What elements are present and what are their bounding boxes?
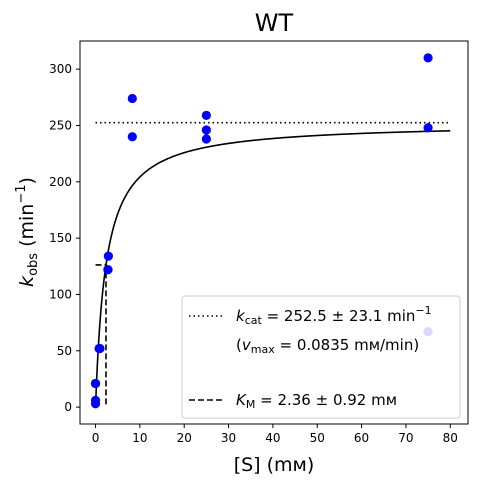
data-point	[423, 123, 433, 133]
chart-title: WT	[255, 9, 294, 37]
data-point	[90, 395, 101, 405]
plot-lines	[94, 121, 451, 408]
plot-points	[90, 53, 433, 409]
legend-entry-km: KM = 2.36 ± 0.92 mм	[236, 391, 397, 411]
x-tick-label: 70	[398, 431, 413, 445]
y-axis-label: kobs (min−1)	[14, 177, 41, 287]
x-tick-label: 40	[265, 431, 280, 445]
y-tick-label: 50	[57, 344, 72, 358]
y-tick-label: 150	[49, 231, 72, 245]
y-label-unit: (min	[16, 204, 38, 247]
data-point	[201, 134, 211, 144]
svg-text:[S] (mм): [S] (mм)	[234, 454, 315, 476]
legend-km-k: K	[236, 391, 247, 409]
x-tick-label: 20	[177, 431, 192, 445]
legend-vmax-sub: max	[251, 343, 275, 356]
svg-text:kobs (min−1): kobs (min−1)	[14, 177, 41, 287]
x-axis-label: [S] (mм)	[234, 454, 315, 476]
legend-km-text: = 2.36 ± 0.92 mм	[255, 391, 397, 409]
legend-kcat-sup: −1	[415, 304, 431, 317]
axes: 0 10 20 30 40 50 60 70 80 0 50 100 150 200 250 300	[49, 40, 469, 445]
y-tick-label: 0	[64, 400, 72, 414]
legend-kcat-sub: cat	[245, 314, 263, 327]
data-point	[103, 251, 113, 261]
data-point	[103, 265, 113, 275]
x-label-main: [S] (	[234, 454, 274, 476]
y-tick-label: 100	[49, 287, 72, 301]
y-label-close: )	[16, 177, 38, 184]
y-label-k: k	[16, 275, 38, 287]
km-line	[95, 264, 107, 408]
legend-km-sub: M	[246, 398, 256, 411]
data-point	[201, 110, 211, 120]
legend-entry-vmax: (vmax = 0.0835 mм/min)	[236, 336, 419, 356]
x-tick-label: 0	[92, 431, 100, 445]
legend-vmax-text: = 0.0835 mм/min)	[275, 336, 419, 354]
y-tick-label: 250	[49, 118, 72, 132]
data-point	[423, 53, 433, 63]
y-label-sub: obs	[26, 253, 41, 276]
legend: kcat = 252.5 ± 23.1 min−1 (vmax = 0.0835…	[181, 295, 461, 419]
data-point	[95, 343, 105, 354]
legend-vmax-open: (	[236, 336, 242, 354]
x-label-close: )	[307, 454, 314, 476]
y-tick-label: 200	[49, 175, 72, 189]
x-tick-label: 60	[354, 431, 369, 445]
plot-frame	[79, 40, 469, 425]
legend-entry-kcat: kcat = 252.5 ± 23.1 min−1	[236, 304, 432, 327]
y-label-sup: −1	[14, 184, 29, 203]
x-tick-label: 30	[221, 431, 236, 445]
data-point	[127, 93, 137, 104]
legend-vmax-v: v	[242, 336, 252, 354]
legend-kcat-text: = 252.5 ± 23.1 min	[262, 307, 416, 325]
data-point	[90, 378, 101, 389]
fit-curve	[94, 130, 451, 408]
data-point	[127, 132, 137, 142]
legend-kcat-k: k	[236, 307, 246, 325]
legend-box	[181, 295, 461, 419]
x-tick-label: 50	[310, 431, 325, 445]
data-point	[201, 125, 211, 135]
y-tick-label: 300	[49, 62, 72, 76]
x-tick-label: 10	[132, 431, 147, 445]
x-tick-label: 80	[443, 431, 458, 445]
x-label-unit: mм	[274, 454, 307, 476]
